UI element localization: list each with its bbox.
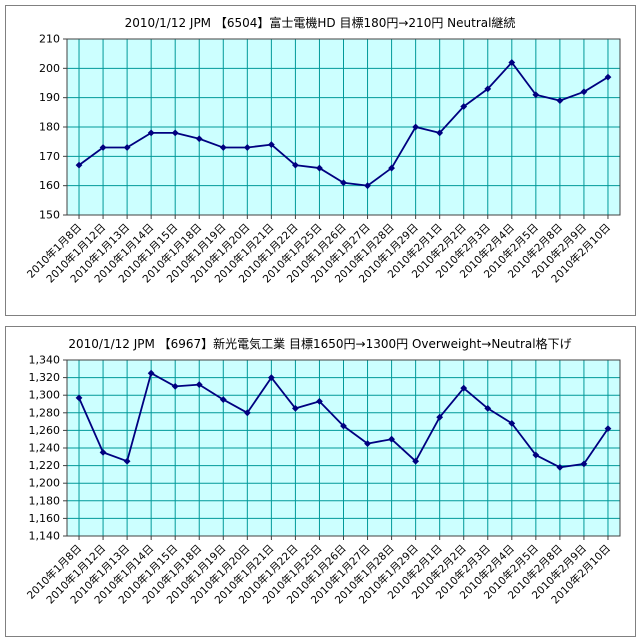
- data-point-marker: [219, 396, 227, 403]
- chart-box-6967: 2010/1/12 JPM 【6967】新光電気工業 目標1650円→1300円…: [4, 326, 636, 637]
- data-point-marker: [75, 161, 82, 169]
- data-point-marker: [411, 457, 419, 465]
- data-point-marker: [387, 435, 395, 443]
- data-point-marker: [339, 422, 347, 430]
- data-point-marker: [604, 425, 611, 433]
- y-axis-label: 1,200: [28, 477, 60, 490]
- y-axis-label: 190: [39, 91, 60, 104]
- data-point-marker: [555, 463, 563, 471]
- y-axis-label: 1,320: [28, 371, 60, 384]
- data-point-marker: [195, 381, 203, 389]
- data-point-marker: [507, 419, 515, 427]
- chart-title-6967: 2010/1/12 JPM 【6967】新光電気工業 目標1650円→1300円…: [68, 337, 572, 351]
- data-point-marker: [363, 182, 371, 190]
- data-point-marker: [315, 164, 323, 172]
- data-point-marker: [147, 369, 155, 377]
- data-point-marker: [147, 129, 155, 137]
- y-axis-label: 160: [39, 179, 60, 192]
- y-axis-label: 1,180: [28, 494, 60, 507]
- data-point-marker: [123, 144, 131, 151]
- data-point-marker: [483, 405, 491, 412]
- data-point-marker: [387, 164, 395, 172]
- chart-title-6504: 2010/1/12 JPM 【6504】富士電機HD 目標180円→210円 N…: [124, 16, 516, 30]
- y-axis-label: 1,160: [28, 512, 60, 525]
- data-point-marker: [435, 129, 443, 137]
- data-point-marker: [99, 449, 106, 456]
- data-point-marker: [411, 123, 419, 131]
- stock-line-chart-6967: 1,140 1,160 1,180 1,200 1,220 1,240 1,260 1,280…: [24, 354, 620, 606]
- y-axis-label: 1,140: [28, 530, 60, 543]
- y-axis-label: 1,280: [28, 406, 60, 419]
- y-axis-label: 1,220: [28, 459, 60, 472]
- y-axis-label: 210: [39, 33, 60, 46]
- y-axis-label: 1,300: [28, 389, 60, 402]
- y-axis-label: 150: [39, 209, 60, 222]
- data-point-marker: [604, 73, 611, 81]
- data-point-marker: [459, 103, 467, 110]
- y-axis-label: 170: [39, 150, 60, 163]
- y-axis-label: 180: [39, 121, 60, 134]
- data-point-marker: [459, 384, 467, 392]
- data-point-marker: [123, 457, 131, 465]
- data-point-marker: [580, 460, 587, 468]
- data-point-marker: [580, 88, 587, 96]
- data-point-marker: [219, 144, 227, 151]
- stock-line-chart-6504: 1501601701801902002102010年1月8日2010年1月12日…: [24, 33, 620, 285]
- data-point-marker: [195, 135, 203, 143]
- data-point-marker: [483, 85, 491, 93]
- y-axis-label: 1,260: [28, 424, 60, 437]
- data-point-marker: [363, 440, 371, 447]
- y-axis-label: 200: [39, 62, 60, 75]
- data-point-marker: [267, 374, 275, 381]
- data-point-marker: [339, 179, 347, 187]
- data-point-marker: [267, 141, 275, 148]
- data-point-marker: [315, 397, 323, 405]
- data-point-marker: [555, 97, 563, 104]
- data-point-marker: [75, 394, 82, 402]
- data-point-marker: [243, 409, 251, 417]
- y-axis-label: 1,240: [28, 442, 60, 455]
- y-axis-label: 1,340: [28, 354, 60, 367]
- data-point-marker: [171, 383, 179, 390]
- data-point-marker: [291, 161, 299, 169]
- chart-box-6504: 2010/1/12 JPM 【6504】富士電機HD 目標180円→210円 N…: [4, 5, 636, 316]
- data-point-marker: [507, 59, 515, 66]
- data-point-marker: [243, 144, 251, 151]
- data-point-marker: [171, 129, 179, 137]
- data-point-marker: [435, 413, 443, 421]
- data-point-marker: [531, 451, 539, 459]
- data-point-marker: [99, 144, 106, 151]
- data-point-marker: [291, 405, 299, 412]
